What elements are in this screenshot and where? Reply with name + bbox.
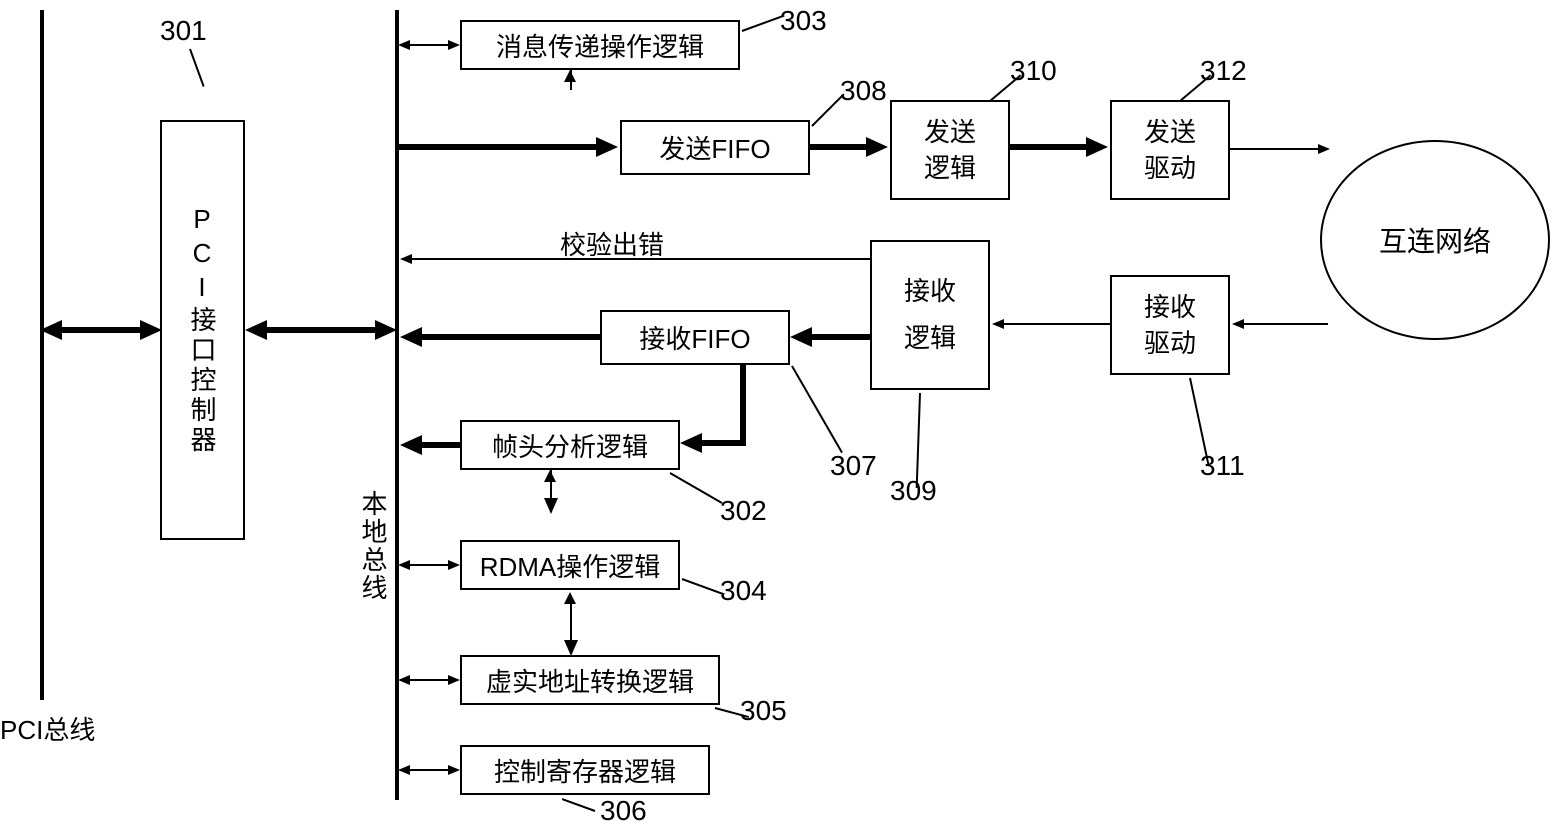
arrow-framehdr-down (544, 498, 558, 514)
ref-305: 305 (740, 695, 787, 727)
lead-307 (791, 366, 843, 454)
node-rdma-logic: RDMA操作逻辑 (460, 540, 680, 590)
node-recv-fifo-label: 接收FIFO (639, 319, 750, 356)
pci-bus-label: PCI总线 (0, 710, 95, 747)
ref-304: 304 (720, 575, 767, 607)
arrow-rdma-r (448, 560, 460, 570)
lead-302 (670, 472, 723, 504)
ref-307: 307 (830, 450, 877, 482)
node-msg-logic: 消息传递操作逻辑 (460, 20, 740, 70)
arrow-pcibus-l (40, 320, 62, 340)
edge-pcibus-pcictrl (56, 327, 146, 333)
arrow-recvfifo-in (790, 327, 812, 347)
arrow-sendfifo (596, 137, 618, 157)
ref-309: 309 (890, 475, 937, 507)
node-recv-logic: 接收 逻辑 (870, 240, 990, 390)
edge-error-label: 校验出错 (560, 225, 664, 262)
arrow-msg-down (564, 70, 576, 82)
edge-sendfifo-sendlogic (810, 144, 870, 150)
edge-local-rdma (408, 564, 450, 566)
arrow-rdma-vaddr-d (564, 640, 578, 656)
arrow-senddriver (1086, 137, 1108, 157)
arrow-local-l (245, 320, 267, 340)
node-send-logic: 发送 逻辑 (890, 100, 1010, 200)
edge-network-recvdriver (1243, 323, 1328, 325)
node-frame-header: 帧头分析逻辑 (460, 420, 680, 470)
node-send-fifo: 发送FIFO (620, 120, 810, 175)
arrow-error-local (400, 254, 412, 264)
node-frame-header-label: 帧头分析逻辑 (492, 427, 648, 464)
edge-rdma-vaddr (570, 602, 572, 642)
arrow-network-in (1318, 144, 1330, 154)
node-send-logic-label: 发送 逻辑 (924, 114, 976, 187)
edge-local-vaddr (408, 679, 450, 681)
arrow-ctrl-l (398, 765, 410, 775)
edge-framehdr-local (420, 442, 460, 448)
node-msg-logic-label: 消息传递操作逻辑 (496, 27, 704, 64)
ref-312: 312 (1200, 55, 1247, 87)
node-ctrl-reg-logic-label: 控制寄存器逻辑 (494, 752, 676, 789)
node-recv-driver: 接收 驱动 (1110, 275, 1230, 375)
edge-recvfifo-framehdr (700, 440, 746, 446)
arrow-framehdr-up (544, 470, 556, 482)
edge-sendlogic-senddriver (1010, 144, 1090, 150)
lead-308 (811, 93, 844, 126)
lead-312 (1179, 75, 1211, 102)
ref-302: 302 (720, 495, 767, 527)
arrow-framehdr-local (400, 435, 422, 455)
node-recv-logic-label: 接收 逻辑 (904, 268, 956, 362)
node-vaddr-logic-label: 虚实地址转换逻辑 (486, 662, 694, 699)
edge-senddriver-network (1230, 148, 1320, 150)
node-recv-driver-label: 接收 驱动 (1144, 289, 1196, 362)
edge-recvlogic-recvfifo (810, 334, 870, 340)
edge-pcictrl-local (260, 327, 380, 333)
arrow-msg-l (398, 40, 410, 50)
arrow-rdma-vaddr-u (564, 592, 576, 604)
edge-recvfifo-local (420, 334, 600, 340)
arrow-framehdr-in (680, 433, 702, 453)
lead-304 (682, 578, 725, 595)
node-network-label: 互连网络 (1379, 220, 1491, 260)
node-rdma-logic-label: RDMA操作逻辑 (480, 547, 661, 584)
ref-306: 306 (600, 795, 647, 827)
ref-310: 310 (1010, 55, 1057, 87)
lead-301 (189, 49, 205, 87)
node-recv-fifo: 接收FIFO (600, 310, 790, 365)
ref-308: 308 (840, 75, 887, 107)
arrow-vaddr-r (448, 675, 460, 685)
node-ctrl-reg-logic: 控制寄存器逻辑 (460, 745, 710, 795)
lead-309 (916, 393, 921, 488)
arrow-local-r (375, 320, 397, 340)
arrow-sendlogic (866, 137, 888, 157)
node-network: 互连网络 (1320, 140, 1550, 340)
arrow-pcibus-r (140, 320, 162, 340)
local-bus-label: 本地总线 (355, 490, 392, 602)
node-pci-controller: PCI接口控制器 (160, 120, 245, 540)
arrow-recvdriver-in (1232, 319, 1244, 329)
node-send-driver-label: 发送 驱动 (1144, 114, 1196, 187)
node-pci-controller-label: PCI接口控制器 (184, 204, 221, 456)
arrow-msg-r (448, 40, 460, 50)
arrow-recvfifo-local (400, 327, 422, 347)
arrow-vaddr-l (398, 675, 410, 685)
edge-recvdriver-recvlogic (1003, 323, 1110, 325)
edge-recvfifo-down (740, 365, 746, 443)
pci-bus-line (40, 10, 44, 700)
ref-303: 303 (780, 5, 827, 37)
edge-local-msglogic (408, 44, 450, 46)
lead-310 (989, 75, 1021, 102)
node-send-fifo-label: 发送FIFO (659, 129, 770, 166)
arrow-rdma-l (398, 560, 410, 570)
edge-local-sendfifo (399, 144, 599, 150)
edge-local-ctrlreg (408, 769, 450, 771)
node-vaddr-logic: 虚实地址转换逻辑 (460, 655, 720, 705)
arrow-ctrl-r (448, 765, 460, 775)
arrow-recvlogic-in (992, 319, 1004, 329)
lead-306 (562, 798, 596, 812)
node-send-driver: 发送 驱动 (1110, 100, 1230, 200)
ref-301: 301 (160, 15, 207, 47)
lead-303 (742, 15, 785, 32)
